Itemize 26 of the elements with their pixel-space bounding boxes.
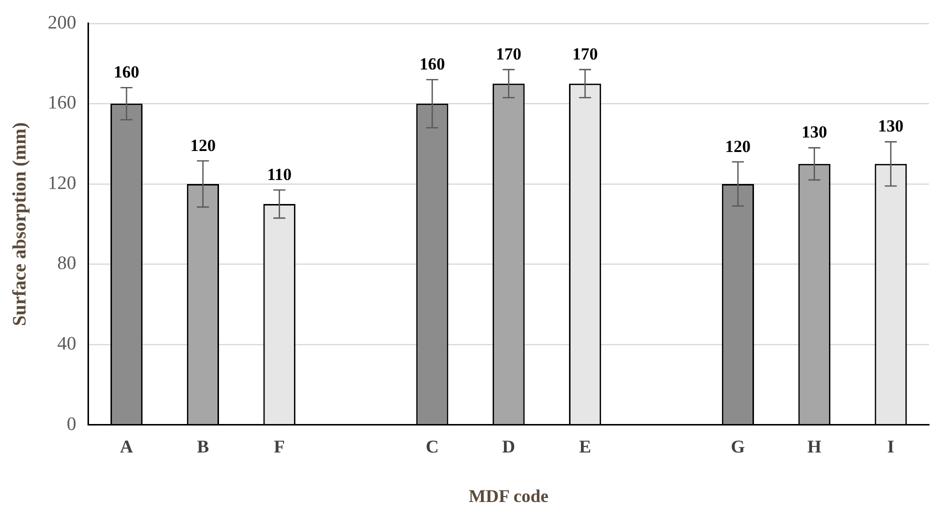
data-label: 160 xyxy=(419,54,445,74)
x-tick-label: G xyxy=(730,436,745,456)
x-tick-label: H xyxy=(807,436,822,456)
data-label: 170 xyxy=(572,44,598,64)
x-tick-label: D xyxy=(502,436,516,456)
data-label: 170 xyxy=(496,44,522,64)
data-label: 160 xyxy=(114,62,140,82)
y-tick-label: 0 xyxy=(66,414,76,435)
y-tick-label: 80 xyxy=(57,253,76,274)
y-tick-label: 160 xyxy=(48,92,76,114)
data-label: 120 xyxy=(190,136,216,155)
x-tick-label: B xyxy=(196,436,209,456)
x-tick-label: E xyxy=(579,436,592,456)
y-tick-label: 120 xyxy=(48,172,76,194)
data-label: 120 xyxy=(725,136,751,156)
y-tick-label: 200 xyxy=(48,12,76,34)
y-axis-title: Surface absorption (mm) xyxy=(9,122,30,326)
y-tick-label: 40 xyxy=(57,334,76,355)
data-label: 130 xyxy=(878,116,904,136)
data-label: 110 xyxy=(267,164,292,184)
x-tick-label: I xyxy=(887,436,894,456)
x-tick-label: C xyxy=(426,436,439,456)
x-tick-label: F xyxy=(274,436,285,456)
data-label: 130 xyxy=(802,122,828,142)
x-axis-title: MDF code xyxy=(468,486,549,506)
x-tick-label: A xyxy=(120,436,134,456)
